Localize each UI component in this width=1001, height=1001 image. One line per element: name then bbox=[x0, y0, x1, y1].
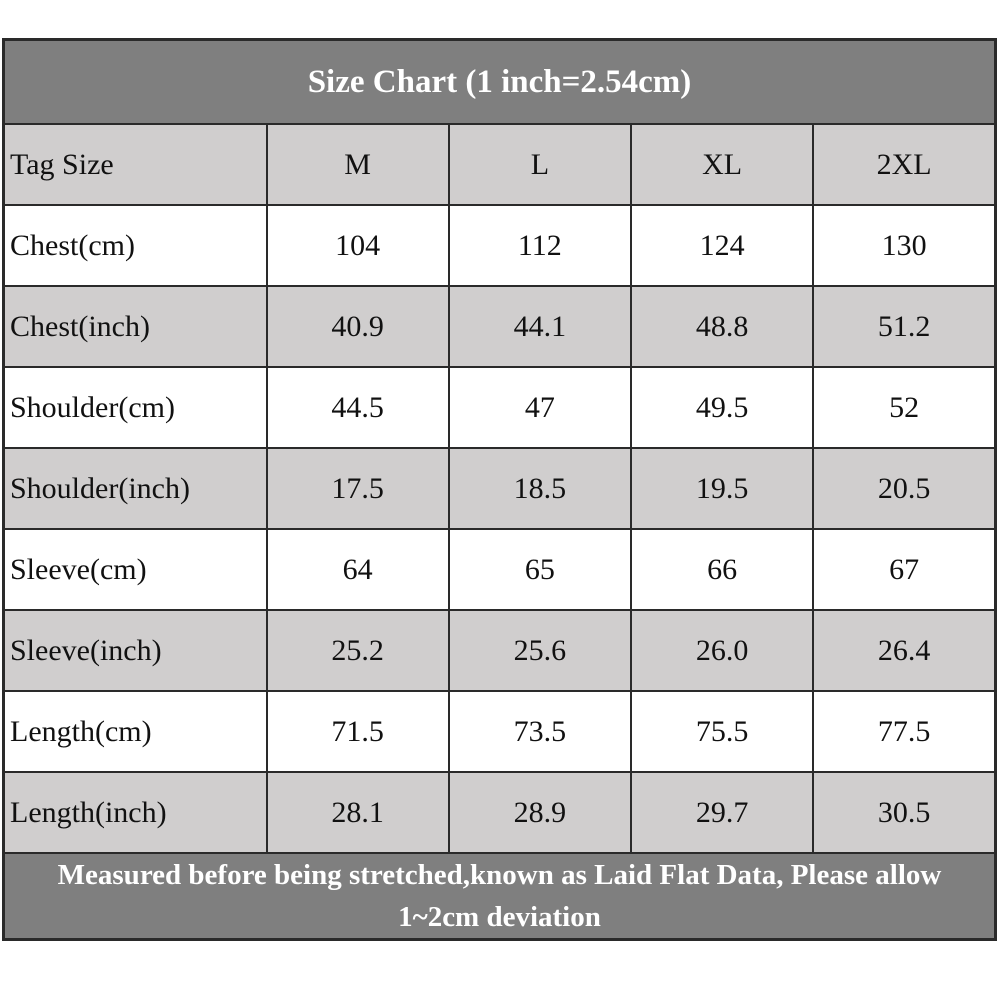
cell: 49.5 bbox=[629, 366, 815, 449]
cell: 48.8 bbox=[629, 285, 815, 368]
cell: 67 bbox=[812, 528, 997, 611]
table-row: Length(cm) 71.5 73.5 75.5 77.5 bbox=[2, 690, 997, 773]
header-cell: Tag Size bbox=[2, 123, 268, 206]
header-row: Tag Size M L XL 2XL bbox=[2, 123, 997, 206]
cell: 25.2 bbox=[265, 609, 450, 692]
cell: 25.6 bbox=[447, 609, 633, 692]
table-row: Length(inch) 28.1 28.9 29.7 30.5 bbox=[2, 771, 997, 854]
cell: 75.5 bbox=[629, 690, 815, 773]
cell: 51.2 bbox=[812, 285, 997, 368]
cell: 64 bbox=[265, 528, 450, 611]
row-label: Length(inch) bbox=[2, 771, 268, 854]
cell: 52 bbox=[812, 366, 997, 449]
row-label: Chest(cm) bbox=[2, 204, 268, 287]
row-label: Length(cm) bbox=[2, 690, 268, 773]
cell: 130 bbox=[812, 204, 997, 287]
cell: 73.5 bbox=[447, 690, 633, 773]
cell: 28.1 bbox=[265, 771, 450, 854]
cell: 44.5 bbox=[265, 366, 450, 449]
row-label: Shoulder(cm) bbox=[2, 366, 268, 449]
row-label: Chest(inch) bbox=[2, 285, 268, 368]
header-cell: XL bbox=[629, 123, 815, 206]
title-row: Size Chart (1 inch=2.54cm) bbox=[2, 38, 997, 125]
header-cell: 2XL bbox=[812, 123, 997, 206]
footer-note: Measured before being stretched,known as… bbox=[2, 852, 997, 941]
row-label: Shoulder(inch) bbox=[2, 447, 268, 530]
size-table: Size Chart (1 inch=2.54cm) Tag Size M L XL 2X… bbox=[2, 38, 997, 941]
table-row: Shoulder(inch) 17.5 18.5 19.5 20.5 bbox=[2, 447, 997, 530]
cell: 29.7 bbox=[629, 771, 815, 854]
cell: 28.9 bbox=[447, 771, 633, 854]
cell: 77.5 bbox=[812, 690, 997, 773]
cell: 19.5 bbox=[629, 447, 815, 530]
table-body: Size Chart (1 inch=2.54cm) Tag Size M L XL 2X… bbox=[2, 38, 997, 941]
cell: 104 bbox=[265, 204, 450, 287]
table-row: Sleeve(cm) 64 65 66 67 bbox=[2, 528, 997, 611]
cell: 65 bbox=[447, 528, 633, 611]
cell: 47 bbox=[447, 366, 633, 449]
table-row: Sleeve(inch) 25.2 25.6 26.0 26.4 bbox=[2, 609, 997, 692]
cell: 18.5 bbox=[447, 447, 633, 530]
cell: 20.5 bbox=[812, 447, 997, 530]
table-row: Shoulder(cm) 44.5 47 49.5 52 bbox=[2, 366, 997, 449]
cell: 17.5 bbox=[265, 447, 450, 530]
cell: 30.5 bbox=[812, 771, 997, 854]
cell: 66 bbox=[629, 528, 815, 611]
row-label: Sleeve(cm) bbox=[2, 528, 268, 611]
cell: 71.5 bbox=[265, 690, 450, 773]
table-row: Chest(cm) 104 112 124 130 bbox=[2, 204, 997, 287]
cell: 124 bbox=[629, 204, 815, 287]
cell: 26.4 bbox=[812, 609, 997, 692]
cell: 112 bbox=[447, 204, 633, 287]
header-cell: M bbox=[265, 123, 450, 206]
row-label: Sleeve(inch) bbox=[2, 609, 268, 692]
table-title: Size Chart (1 inch=2.54cm) bbox=[2, 38, 997, 125]
cell: 44.1 bbox=[447, 285, 633, 368]
header-cell: L bbox=[447, 123, 633, 206]
cell: 26.0 bbox=[629, 609, 815, 692]
cell: 40.9 bbox=[265, 285, 450, 368]
footer-row: Measured before being stretched,known as… bbox=[2, 852, 997, 941]
table-row: Chest(inch) 40.9 44.1 48.8 51.2 bbox=[2, 285, 997, 368]
